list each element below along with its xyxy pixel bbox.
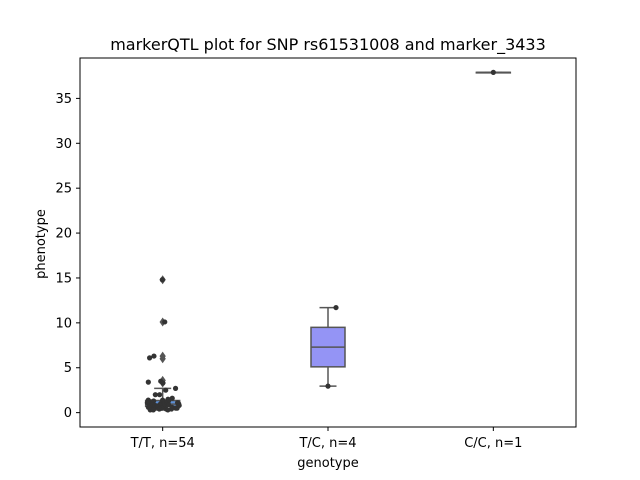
- data-point: [146, 355, 153, 361]
- y-axis: 0 5 10 15 20 25 30 35: [55, 92, 80, 421]
- data-point: [156, 406, 162, 412]
- data-point: [325, 383, 331, 389]
- y-axis-label: phenotype: [34, 209, 49, 279]
- data-point: [172, 385, 179, 391]
- y-tick-label: 10: [55, 316, 72, 331]
- chart-title: markerQTL plot for SNP rs61531008 and ma…: [110, 35, 546, 55]
- x-axis-label: genotype: [297, 456, 358, 471]
- data-point: [159, 277, 165, 283]
- x-axis: T/T, n=54 T/C, n=4 C/C, n=1: [130, 427, 522, 451]
- data-point: [157, 392, 163, 398]
- y-tick-label: 35: [55, 92, 72, 107]
- data-point: [490, 69, 496, 75]
- data-point: [151, 353, 157, 359]
- data-point: [169, 395, 175, 401]
- data-point: [173, 405, 179, 411]
- y-tick-label: 20: [55, 227, 72, 242]
- y-tick-label: 5: [64, 361, 72, 376]
- data-point: [162, 319, 168, 325]
- outlier-marker: [159, 351, 166, 361]
- data-point: [165, 407, 171, 413]
- x-tick-label: T/T, n=54: [130, 436, 195, 451]
- x-tick-label: T/C, n=4: [298, 436, 356, 451]
- y-tick-label: 25: [55, 182, 72, 197]
- plot-marks: [144, 69, 512, 413]
- data-point: [160, 380, 166, 386]
- x-tick-label: C/C, n=1: [464, 436, 522, 451]
- data-point: [163, 387, 169, 393]
- y-tick-label: 30: [55, 137, 72, 152]
- y-tick-label: 0: [64, 406, 72, 421]
- data-point: [145, 379, 151, 385]
- data-point: [333, 304, 339, 311]
- y-tick-label: 15: [55, 271, 72, 286]
- data-point: [150, 407, 156, 413]
- data-point: [152, 392, 158, 398]
